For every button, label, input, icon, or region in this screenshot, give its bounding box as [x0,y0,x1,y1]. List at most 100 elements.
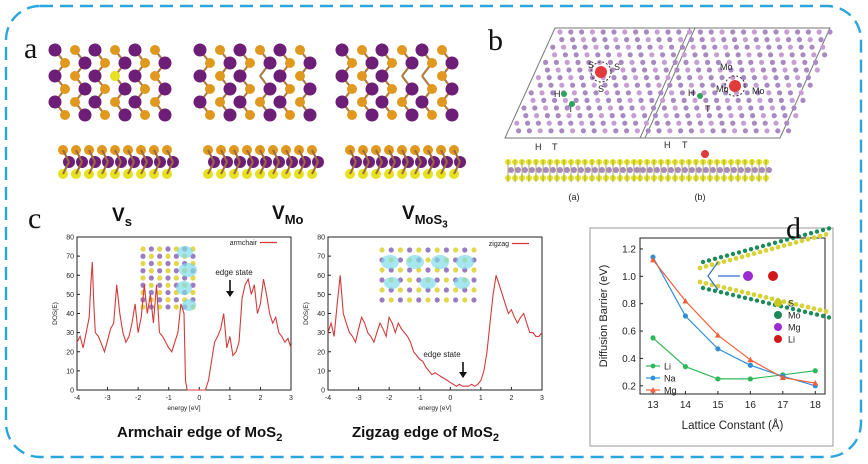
lattice-atom [656,128,662,134]
lattice-atom [717,67,723,73]
lattice-atom [588,113,594,119]
mo-atom [585,167,591,173]
s-atom [823,309,829,314]
structure-bond [246,149,254,163]
mo-atom [640,167,646,173]
y-tick-label: 30 [317,330,325,337]
lattice-atom [548,82,554,88]
lattice-atom [688,128,695,134]
x-tick-label: -2 [386,395,392,402]
s-atom [745,252,751,258]
edge-state-arrowhead [226,291,234,297]
y-tick-label: 70 [317,254,325,261]
lattice-atom [564,59,570,65]
s-atom [805,236,811,242]
lattice-atom [633,120,639,126]
lattice-atom [674,113,680,119]
series-line-li [652,337,816,380]
inset-atom [434,247,440,253]
lattice-atom [665,75,671,81]
legend-label: armchair [230,240,258,247]
s-atom [205,84,215,94]
lattice-atom [685,113,691,119]
inset-atom [462,247,468,253]
mo-atom [754,298,760,303]
structure-bond [349,161,357,175]
y-tick-label: 50 [317,292,325,299]
s-atom [811,306,817,311]
mo-atom [820,313,826,319]
mo-atom [193,43,207,57]
mo-atom [273,43,287,57]
inset-atom [434,297,440,303]
mo-atom [571,167,577,173]
s-atom [787,300,793,306]
lattice-atom [571,90,578,96]
inset-atom [407,287,413,293]
structure-bond [207,161,215,175]
mo-atom [634,167,640,173]
lattice-atom [591,128,597,134]
lattice-atom [701,44,707,50]
lattice-atom [766,44,772,50]
mo-atom [263,56,277,70]
structure-bond [220,149,228,163]
lattice-atom [672,59,678,65]
lattice-atom [606,52,612,58]
lattice-atom [559,37,565,43]
inset-atom [165,260,171,267]
lattice-atom [742,128,749,134]
s-atom [347,110,357,120]
mo-atom [365,82,379,96]
lattice-atom [602,37,608,43]
mo-atom [647,167,653,173]
mo-atom [689,167,695,173]
x-tick-label: 17 [777,400,789,411]
s-atom [799,303,805,309]
lattice-atom [593,90,599,96]
s-atom [295,97,305,107]
lattice-atom [548,128,554,134]
lattice-atom [577,67,583,73]
lattice-atom [726,105,732,111]
lattice-atom [555,67,561,73]
structure-bond [127,149,135,163]
s-atom [437,71,447,81]
s-atom [721,259,727,264]
lattice-atom [739,113,745,119]
inset-atom [157,253,163,259]
lattice-atom [714,52,720,58]
mo-atom [712,288,718,293]
lattice-atom [787,90,794,96]
x-tick-label: 0 [448,395,452,402]
s-atom [387,58,397,68]
s-atom [727,286,733,292]
lattice-atom [615,90,621,96]
lattice-atom [595,97,601,103]
defect-site-s [595,66,607,78]
inset-atom [165,246,171,252]
inset-atom [425,247,431,253]
inset-nanotube [697,226,832,320]
lattice-atom [645,37,651,43]
inset-atom [173,268,179,274]
mo-atom [536,167,542,173]
lattice-atom [622,120,628,126]
x-tick-label: 3 [289,395,293,402]
lattice-atom [793,67,799,73]
lattice-atom [570,82,576,88]
s-atom [150,97,160,107]
atom-legend-label-s: S [788,299,794,309]
lattice-atom [541,97,547,103]
mo-atom [826,226,832,231]
lattice-atom [685,67,691,73]
mo-atom [233,95,247,109]
mo-atom [415,43,429,57]
site-label-t: T [568,104,574,114]
lattice-atom [706,67,713,73]
s-atom [140,110,150,120]
s-atom [70,45,80,55]
lattice-atom [631,67,637,73]
lattice-atom [755,44,761,50]
site-label-t: T [682,140,688,150]
